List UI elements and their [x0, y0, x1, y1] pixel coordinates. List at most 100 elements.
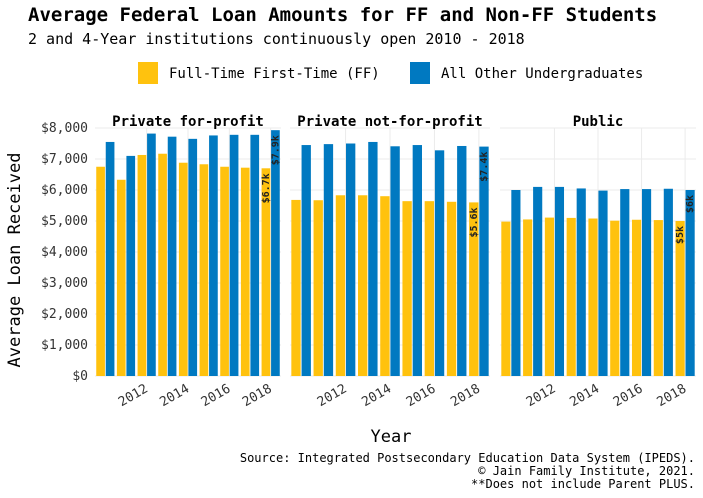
panel-title: Private not-for-profit: [297, 114, 482, 130]
bar-other: [620, 189, 630, 376]
y-tick-label: $5,000: [41, 214, 88, 229]
bar-other: [188, 138, 198, 376]
data-label-other: $6k: [685, 195, 696, 213]
x-tick-label: 2018: [654, 381, 689, 410]
bar-ff: [220, 166, 229, 376]
x-tick-label: 2012: [116, 381, 151, 410]
bar-ff: [653, 220, 663, 376]
y-tick-label: $4,000: [41, 245, 88, 260]
data-label-ff: $5.6k: [469, 207, 480, 237]
bar-other: [511, 190, 521, 376]
legend-swatch-ff: [138, 62, 158, 84]
bar-ff: [158, 153, 167, 376]
panel-1: Private not-for-profit $5.6k $7.4k 2012 2014…: [290, 114, 490, 410]
x-tick-label: 2018: [448, 381, 483, 410]
x-tick-label: 2016: [404, 381, 439, 410]
y-tick-label: $6,000: [41, 183, 88, 198]
legend-label-other: All Other Undergraduates: [441, 66, 643, 82]
chart-subtitle: 2 and 4-Year institutions continuously o…: [28, 30, 525, 48]
x-tick-label: 2012: [315, 381, 350, 410]
bar-ff: [240, 167, 250, 376]
x-tick-label: 2014: [567, 381, 602, 410]
bar-ff: [358, 195, 368, 376]
bar-other: [390, 146, 400, 376]
caption-note: **Does not include Parent PLUS.: [471, 477, 695, 491]
bar-other: [685, 190, 695, 376]
bar-other: [554, 186, 565, 376]
chart-title: Average Federal Loan Amounts for FF and …: [28, 4, 657, 26]
bar-other: [368, 141, 378, 376]
data-label-ff: $6.7k: [261, 173, 272, 203]
panel-2: Public $5k $6k 2012 2014 2016 2018: [500, 114, 696, 410]
bar-ff: [402, 201, 412, 376]
x-tick-label: 2014: [359, 381, 394, 410]
bar-other: [434, 150, 445, 376]
bar-ff: [199, 164, 209, 376]
bar-ff: [261, 168, 271, 376]
y-tick-label: $0: [72, 369, 88, 384]
x-tick-label: 2016: [199, 381, 234, 410]
bar-ff: [588, 218, 598, 376]
bar-ff: [137, 154, 147, 376]
panel-title: Public: [573, 114, 624, 130]
data-label-other: $7.4k: [479, 152, 490, 182]
bar-ff: [675, 221, 685, 376]
x-tick-label: 2016: [611, 381, 646, 410]
bar-ff: [335, 195, 346, 376]
bar-other: [576, 188, 586, 376]
x-tick-label: 2018: [240, 381, 275, 410]
y-tick-label: $2,000: [41, 307, 88, 322]
y-tick-label: $7,000: [41, 152, 88, 167]
x-tick-label: 2014: [157, 381, 192, 410]
bar-other: [301, 145, 311, 376]
bar-other: [412, 145, 422, 376]
bar-other: [250, 134, 260, 376]
y-tick-label: $8,000: [41, 121, 88, 136]
bar-ff: [291, 199, 301, 376]
bar-other: [167, 136, 177, 376]
bar-other: [663, 188, 673, 376]
bar-other: [126, 155, 136, 376]
bar-ff: [380, 196, 390, 376]
bar-ff: [610, 220, 620, 376]
bar-other: [147, 133, 156, 376]
bar-ff: [116, 179, 126, 376]
bar-ff: [631, 219, 642, 376]
bar-other: [229, 134, 239, 376]
bar-ff: [544, 217, 555, 376]
y-axis-title: Average Loan Received: [5, 153, 25, 368]
legend: Full-Time First-Time (FF) All Other Unde…: [138, 62, 643, 84]
bar-other: [457, 145, 467, 376]
bar-ff: [501, 221, 511, 376]
bar-other: [105, 141, 115, 376]
data-label-ff: $5k: [675, 226, 686, 244]
bar-other: [598, 190, 608, 376]
bar-other: [641, 189, 652, 376]
bar-ff: [469, 202, 479, 376]
bar-ff: [178, 162, 188, 376]
y-axis: $0 $1,000 $2,000 $3,000 $4,000 $5,000 $6,000 $7…: [41, 121, 88, 384]
bar-ff: [566, 217, 576, 376]
bar-ff: [424, 201, 434, 376]
panel-0: Private for-profit $6.7k $7.9k 2012 2014 2016…: [95, 114, 281, 410]
bar-other: [533, 186, 543, 376]
bar-ff: [313, 200, 323, 376]
bar-other: [271, 130, 280, 376]
caption-copyright: © Jain Family Institute, 2021.: [478, 464, 695, 478]
bar-other: [346, 143, 356, 376]
bar-ff: [446, 201, 457, 376]
caption-source: Source: Integrated Postsecondary Educati…: [240, 451, 695, 465]
panel-title: Private for-profit: [112, 114, 264, 130]
bar-other: [479, 146, 489, 376]
y-tick-label: $3,000: [41, 276, 88, 291]
data-label-other: $7.9k: [270, 135, 281, 165]
bar-ff: [96, 166, 105, 376]
bar-ff: [523, 219, 533, 376]
x-axis-title: Year: [371, 427, 412, 447]
bar-other: [209, 135, 218, 376]
legend-label-ff: Full-Time First-Time (FF): [169, 66, 380, 82]
legend-swatch-other: [410, 62, 430, 84]
bar-other: [323, 144, 334, 376]
